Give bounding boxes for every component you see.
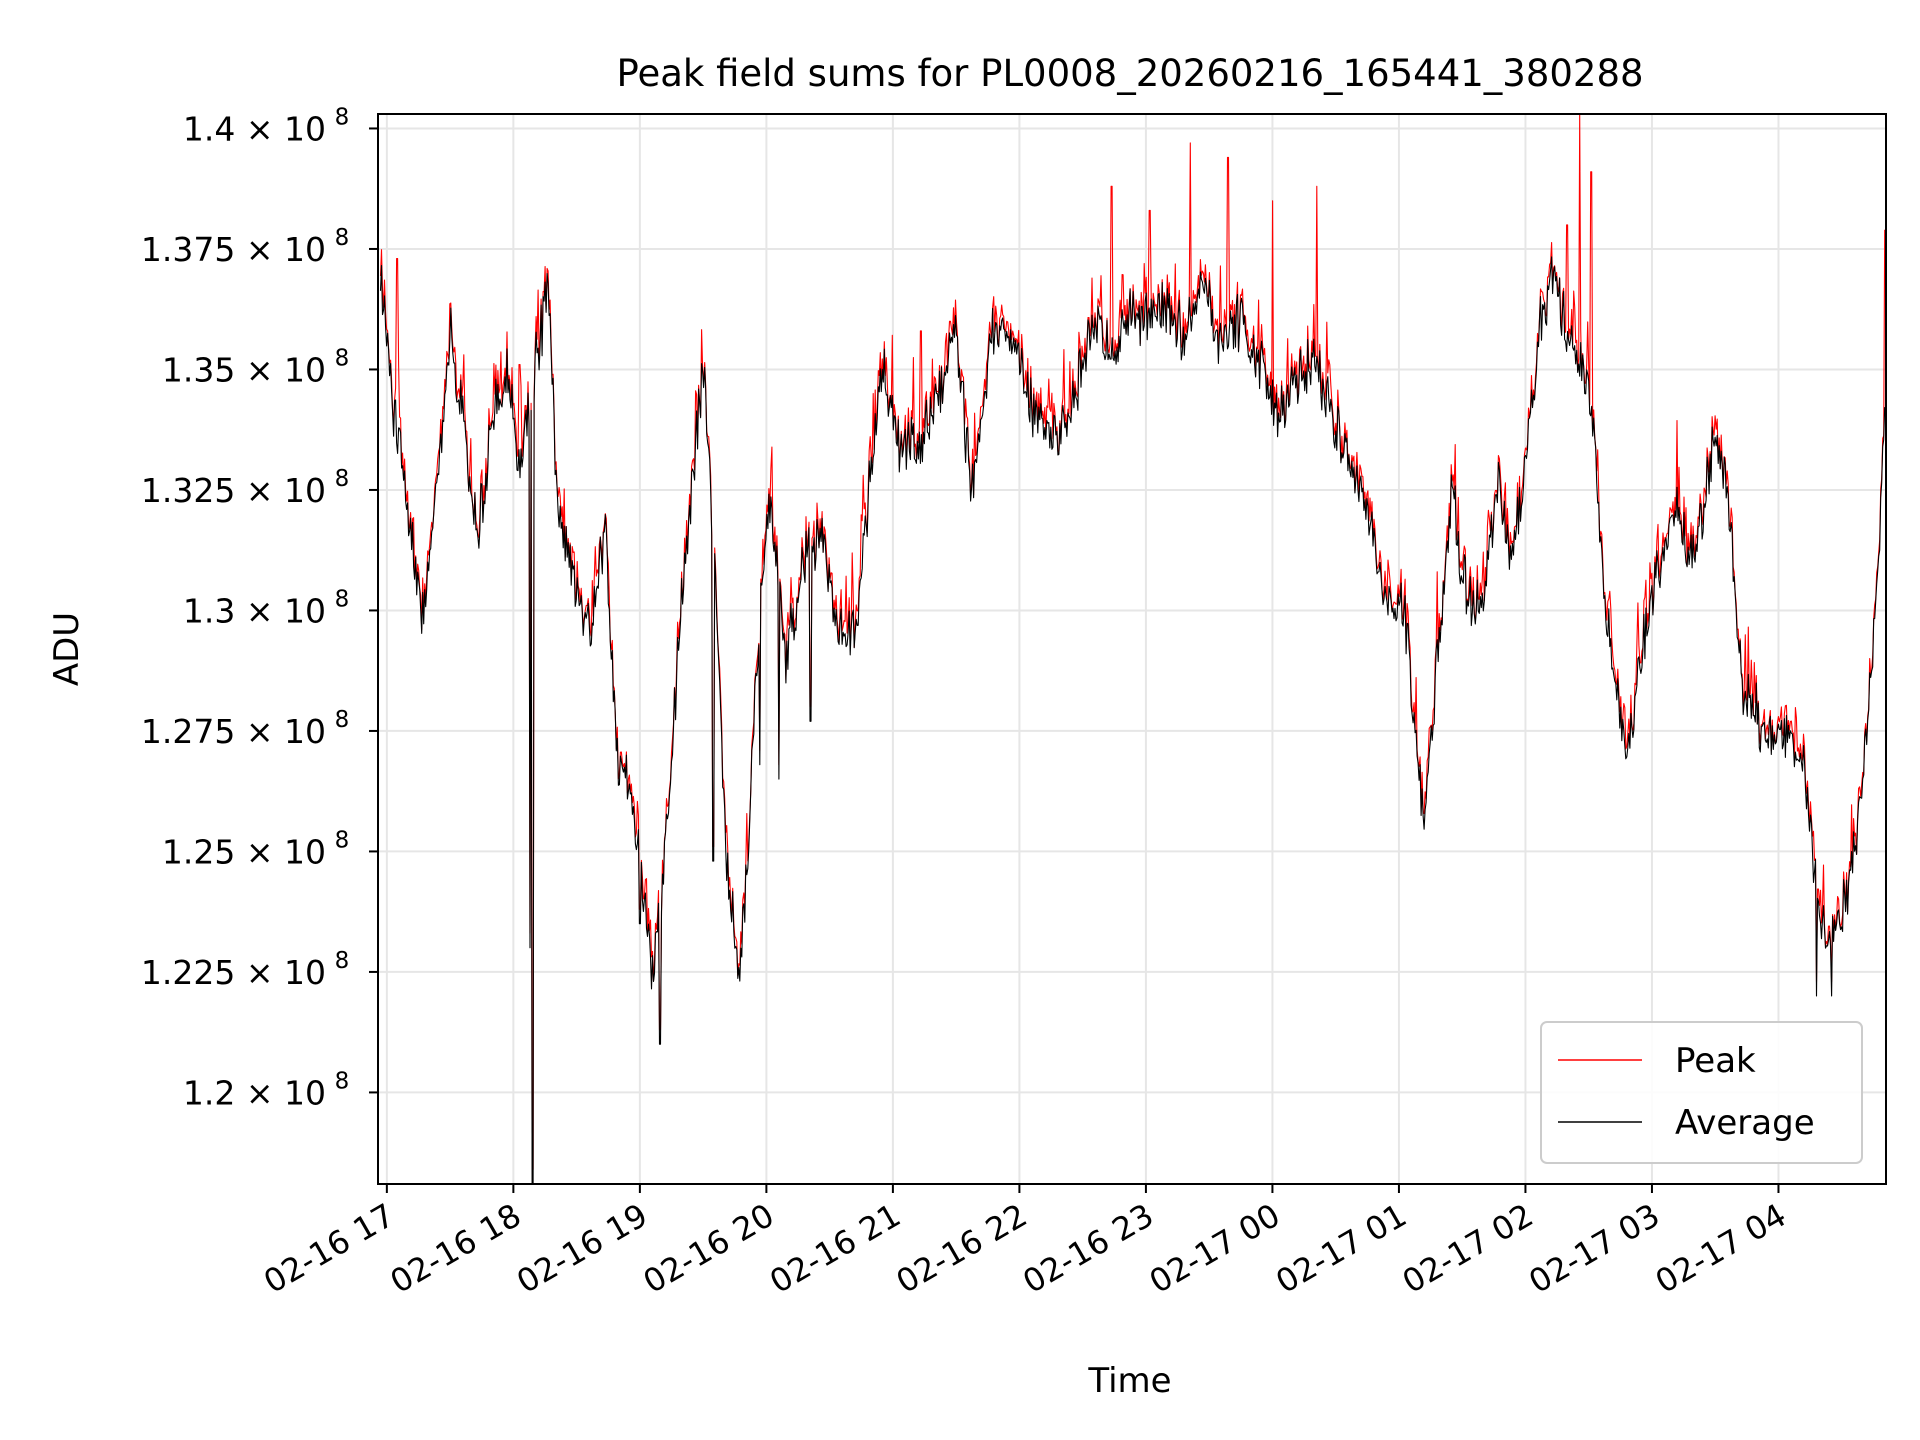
y-axis: 1.2 × 10 8 1.225 × 10 8 1.25 × 10 8 1.275 × 10… [141,104,378,1112]
y-tick-exponent-7: 8 [335,225,350,251]
y-tick-exponent-4: 8 [335,586,350,612]
legend-label-peak: Peak [1675,1041,1756,1081]
y-tick-exponent-1: 8 [335,948,350,974]
y-tick-label-1: 1.225 × 10 [141,953,326,992]
y-tick-label-8: 1.4 × 10 [183,109,326,148]
y-tick-label-3: 1.275 × 10 [141,712,326,751]
y-tick-exponent-6: 8 [335,345,350,371]
y-tick-exponent-5: 8 [335,466,350,492]
y-tick-exponent-2: 8 [335,827,350,853]
y-tick-label-6: 1.35 × 10 [162,350,326,389]
legend-label-average: Average [1675,1103,1815,1143]
series-layer [379,114,1886,1184]
y-tick-label-5: 1.325 × 10 [141,471,326,510]
series-line-average [379,256,1886,1184]
plot-frame [377,113,1887,1185]
legend-box [1540,1021,1863,1164]
y-tick-exponent-0: 8 [335,1068,350,1094]
y-axis-label: ADU [47,612,87,686]
x-axis-label: Time [1087,1361,1171,1401]
legend: Peak Average [1540,1021,1863,1164]
y-tick-label-7: 1.375 × 10 [141,230,326,269]
y-tick-label-4: 1.3 × 10 [183,591,326,630]
y-tick-exponent-8: 8 [335,104,350,130]
y-tick-label-0: 1.2 × 10 [183,1073,326,1112]
y-tick-label-2: 1.25 × 10 [162,832,326,871]
chart-title: Peak field sums for PL0008_20260216_1654… [616,52,1643,95]
y-tick-exponent-3: 8 [335,707,350,733]
